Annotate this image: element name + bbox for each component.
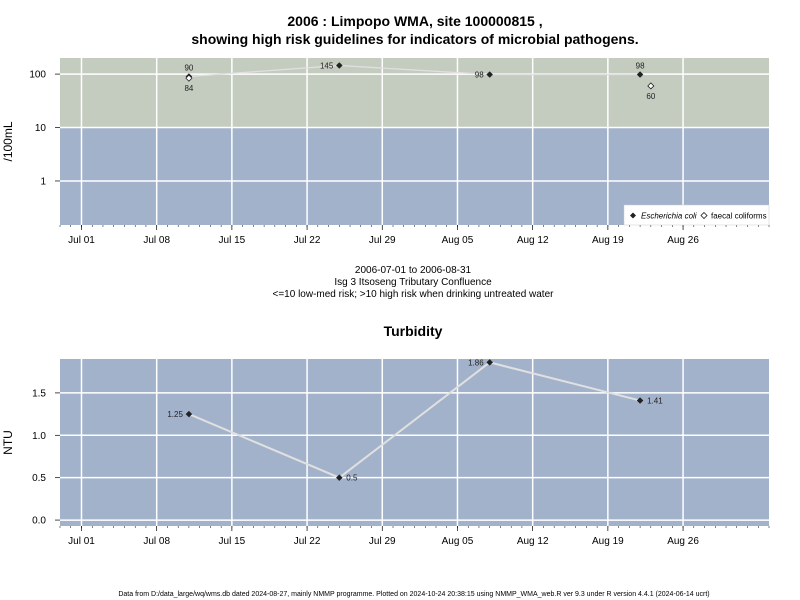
- data-point-open: [647, 82, 655, 90]
- turbidity-axes: Jul 01 Jul 08 Jul 15 Jul 22 Jul 29 Aug 05 Aug …: [32, 388, 770, 547]
- x-tick-label: Jul 01: [68, 536, 95, 547]
- microbial-series: 90 145 98 98 84 60: [184, 61, 655, 100]
- legend-faecal-label: faecal coliforms: [711, 212, 767, 221]
- y-tick-label: 0.5: [32, 473, 46, 484]
- data-point-filled: [636, 71, 644, 78]
- data-label: 1.86: [468, 358, 484, 367]
- data-point-filled: [486, 359, 494, 366]
- x-tick-label: Aug 12: [517, 235, 549, 246]
- series-line: [188, 361, 641, 479]
- x-tick-label: Aug 26: [667, 536, 699, 547]
- x-tick-label: Jul 08: [143, 536, 170, 547]
- data-label: 1.41: [647, 397, 663, 406]
- microbial-grid: [60, 58, 769, 225]
- y-tick-label: 0.0: [32, 516, 46, 527]
- data-label: 145: [320, 61, 334, 70]
- legend-faecal-marker: [700, 211, 708, 220]
- y-tick-label: 10: [35, 123, 47, 134]
- x-tick-label: Jul 22: [294, 536, 321, 547]
- data-label: 60: [646, 92, 655, 101]
- site-name-text: Isg 3 Itsoseng Tributary Confluence: [334, 277, 492, 288]
- data-label: 98: [475, 71, 484, 80]
- data-point-filled: [185, 410, 193, 418]
- legend: Escherichia coli faecal coliforms: [623, 204, 770, 226]
- data-label: 98: [636, 62, 645, 71]
- chart-title-line1: 2006 : Limpopo WMA, site 100000815 ,: [287, 13, 542, 29]
- data-label: 1.25: [167, 410, 183, 419]
- series-line: [188, 64, 641, 78]
- high-risk-band: [60, 58, 769, 128]
- microbial-y-axis-label: /100mL: [1, 121, 15, 161]
- x-tick-label: Jul 15: [219, 536, 246, 547]
- turbidity-y-axis-label: NTU: [1, 430, 15, 455]
- microbial-axes: Jul 01 Jul 08 Jul 15 Jul 22 Jul 29 Aug 05 Aug …: [29, 70, 770, 246]
- data-point-filled: [636, 397, 644, 404]
- x-tick-label: Aug 19: [592, 536, 624, 547]
- data-label: 84: [184, 84, 193, 93]
- turbidity-plot-background: [60, 359, 769, 526]
- microbial-chart: Jul 01 Jul 08 Jul 15 Jul 22 Jul 29 Aug 05 Aug …: [1, 58, 770, 246]
- x-tick-label: Aug 19: [592, 235, 624, 246]
- x-tick-label: Aug 05: [442, 536, 474, 547]
- data-label: 90: [184, 64, 193, 73]
- y-tick-label: 100: [29, 70, 46, 81]
- x-tick-label: Jul 29: [369, 235, 396, 246]
- data-label: 0.5: [346, 474, 358, 483]
- x-tick-label: Aug 05: [442, 235, 474, 246]
- x-tick-label: Aug 12: [517, 536, 549, 547]
- turbidity-title: Turbidity: [384, 323, 443, 339]
- data-point-open: [185, 74, 193, 82]
- x-tick-label: Jul 22: [294, 235, 321, 246]
- legend-ecoli-label: Escherichia coli: [641, 212, 697, 221]
- data-point-filled: [486, 71, 494, 78]
- footer-text: Data from D:/data_large/wq/wms.db dated …: [118, 591, 709, 598]
- risk-note-text: <=10 low-med risk; >10 high risk when dr…: [273, 289, 555, 300]
- data-point-filled: [335, 62, 343, 69]
- x-tick-label: Jul 01: [68, 235, 95, 246]
- x-tick-label: Jul 29: [369, 536, 396, 547]
- turbidity-grid: [60, 359, 769, 526]
- legend-box: [623, 204, 770, 226]
- turbidity-series: 1.25 0.5 1.86 1.41: [167, 358, 663, 482]
- turbidity-chart: Turbidity Jul 01 Jul 08 Jul 15 Jul 22 Jul 29…: [1, 323, 770, 547]
- chart-title-line2: showing high risk guidelines for indicat…: [191, 31, 638, 47]
- y-tick-label: 1.0: [32, 431, 46, 442]
- x-tick-label: Jul 08: [143, 235, 170, 246]
- legend-ecoli-marker: [630, 212, 636, 219]
- data-point-filled: [335, 474, 343, 482]
- x-tick-label: Jul 15: [219, 235, 246, 246]
- y-tick-label: 1: [40, 176, 46, 187]
- x-tick-label: Aug 26: [667, 235, 699, 246]
- date-range-text: 2006-07-01 to 2006-08-31: [355, 265, 472, 276]
- y-tick-label: 1.5: [32, 388, 46, 399]
